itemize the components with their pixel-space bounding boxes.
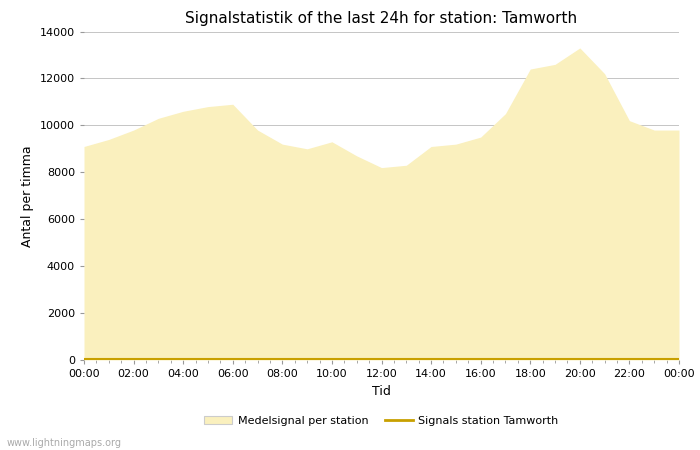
X-axis label: Tid: Tid bbox=[372, 385, 391, 398]
Legend: Medelsignal per station, Signals station Tamworth: Medelsignal per station, Signals station… bbox=[200, 412, 563, 431]
Y-axis label: Antal per timma: Antal per timma bbox=[21, 145, 34, 247]
Text: www.lightningmaps.org: www.lightningmaps.org bbox=[7, 438, 122, 448]
Title: Signalstatistik of the last 24h for station: Tamworth: Signalstatistik of the last 24h for stat… bbox=[186, 11, 578, 26]
